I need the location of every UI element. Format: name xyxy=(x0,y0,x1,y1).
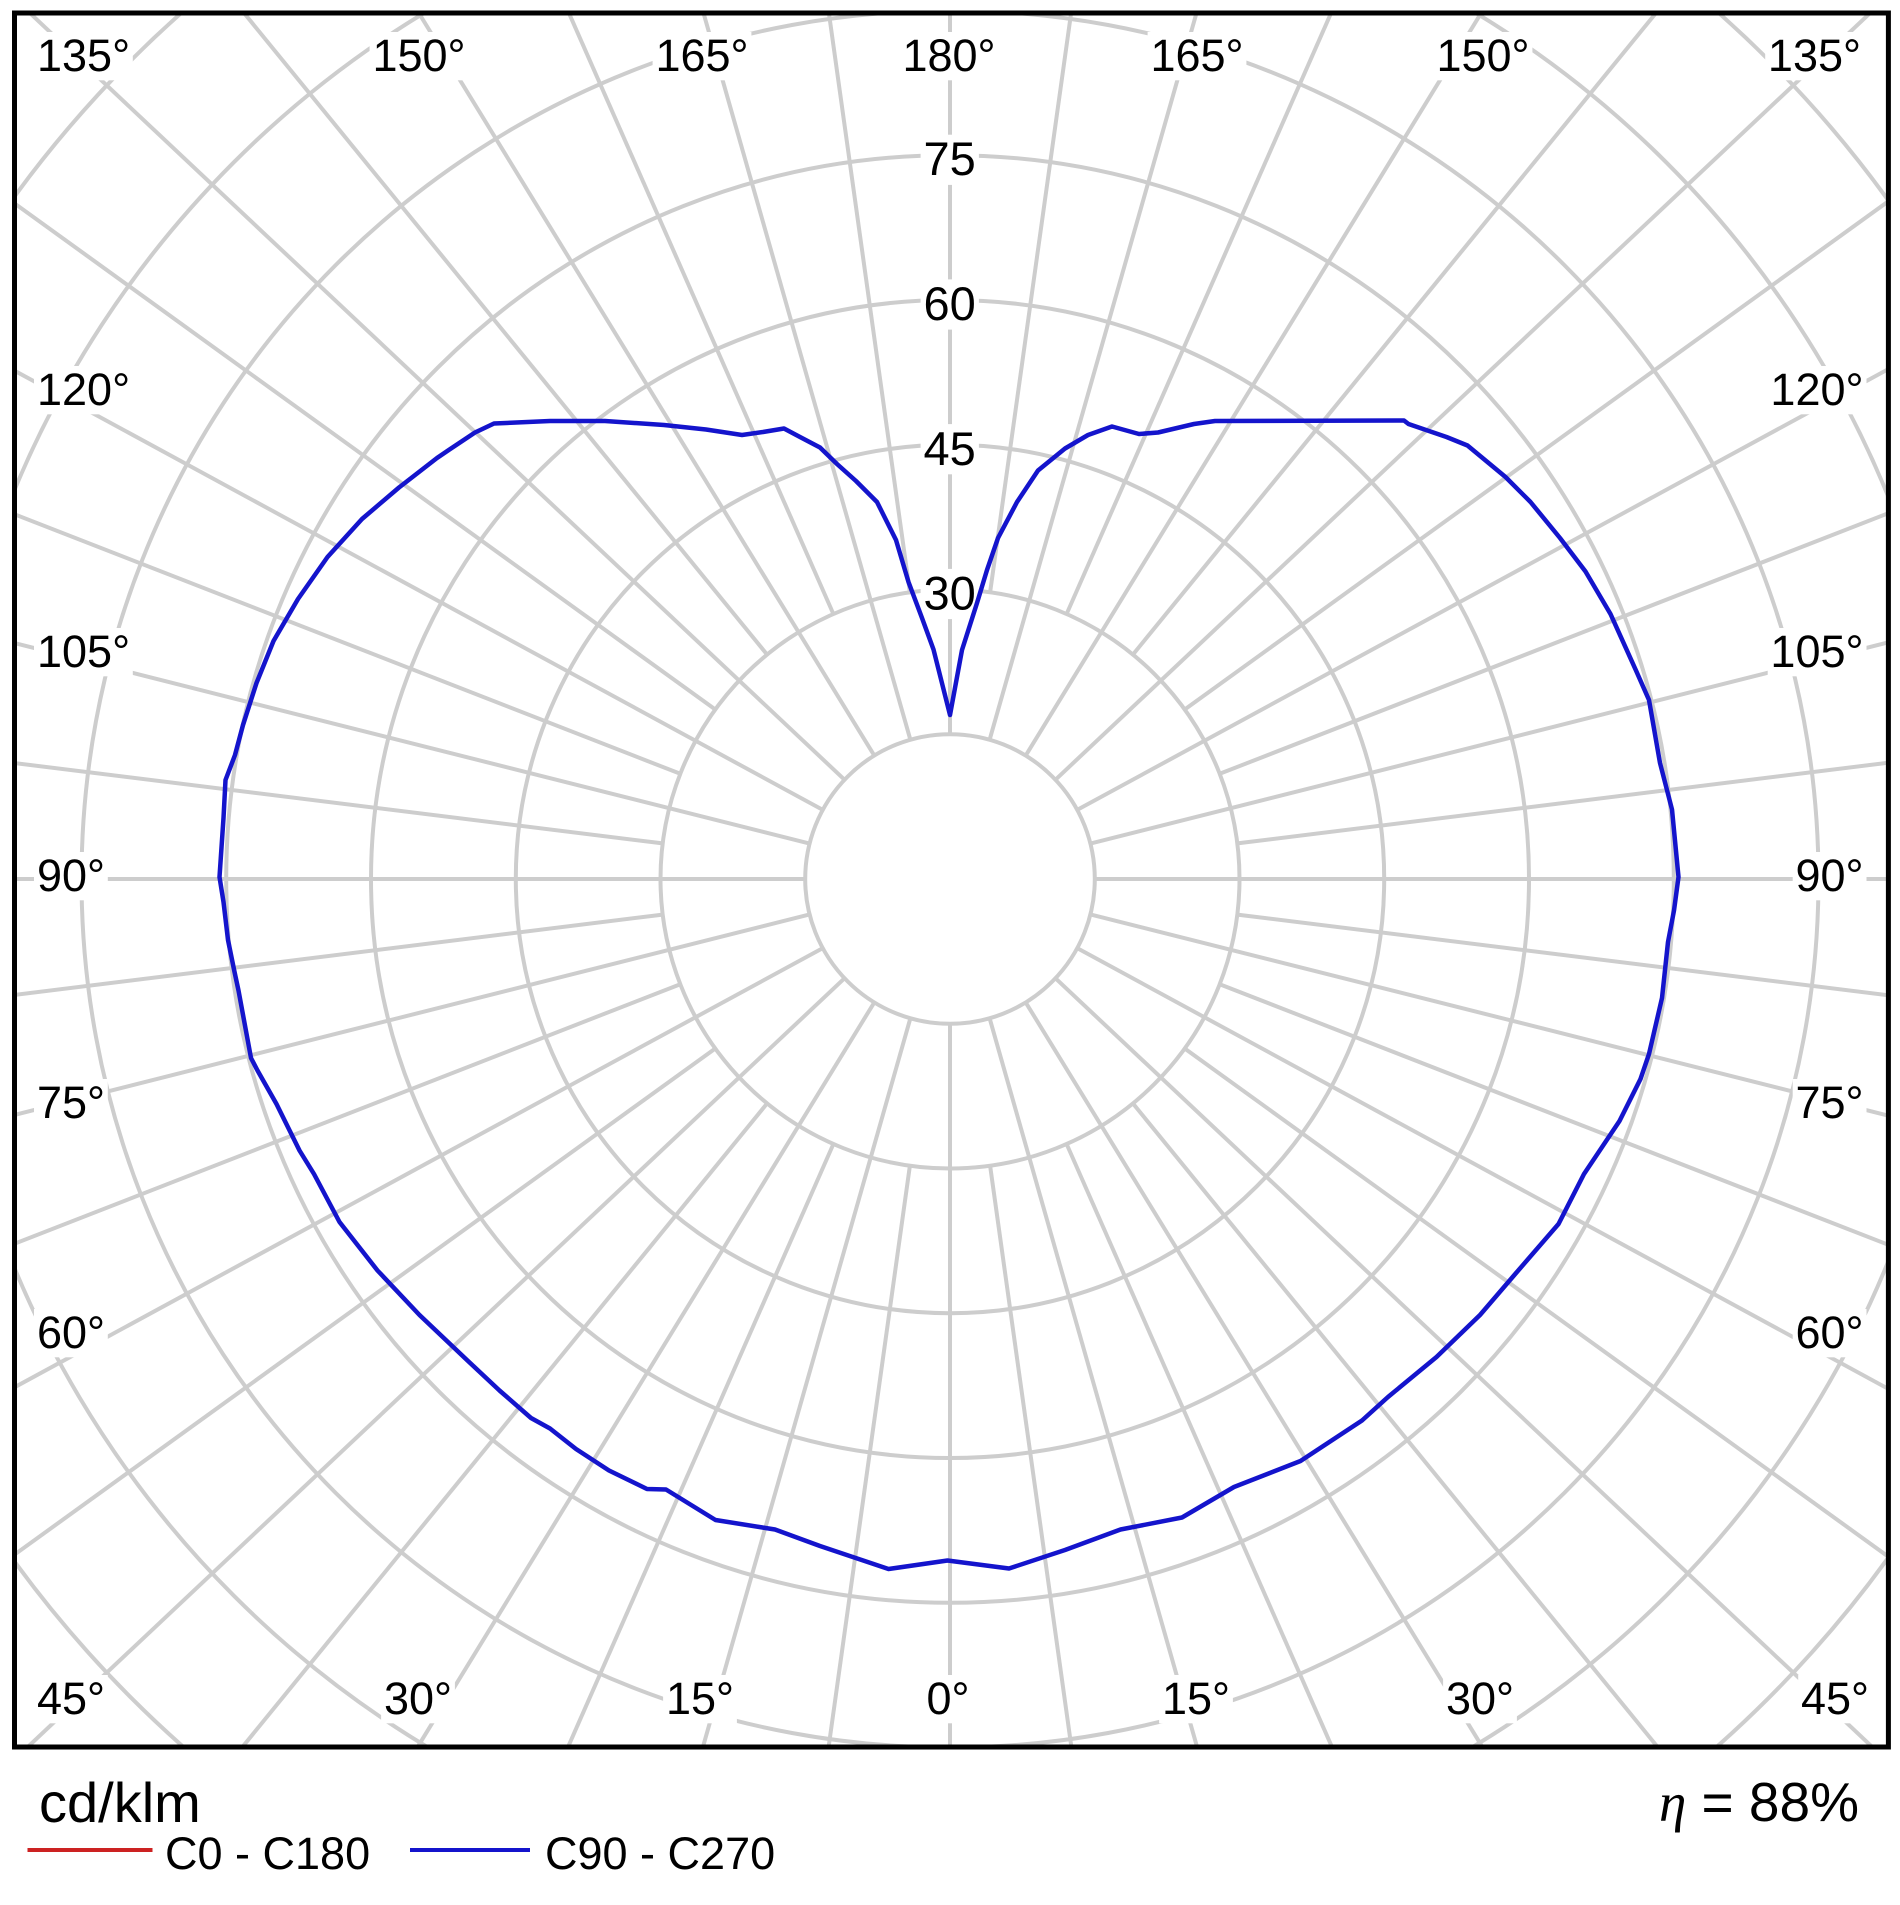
svg-text:0°: 0° xyxy=(926,1673,969,1724)
svg-text:45°: 45° xyxy=(37,1673,105,1724)
svg-text:45: 45 xyxy=(924,422,976,475)
svg-text:105°: 105° xyxy=(1770,626,1863,677)
svg-text:90°: 90° xyxy=(37,850,105,901)
svg-text:30: 30 xyxy=(924,567,976,620)
svg-text:165°: 165° xyxy=(655,30,748,81)
svg-text:C0 - C180: C0 - C180 xyxy=(165,1828,370,1879)
svg-text:15°: 15° xyxy=(666,1673,734,1724)
svg-text:15°: 15° xyxy=(1162,1673,1230,1724)
svg-text:60°: 60° xyxy=(37,1307,105,1358)
svg-text:150°: 150° xyxy=(372,30,465,81)
svg-text:η = 88%: η = 88% xyxy=(1659,1771,1859,1833)
svg-text:60: 60 xyxy=(924,277,976,330)
svg-text:75°: 75° xyxy=(37,1077,105,1128)
svg-text:165°: 165° xyxy=(1150,30,1243,81)
svg-text:180°: 180° xyxy=(902,30,995,81)
svg-text:75°: 75° xyxy=(1795,1077,1863,1128)
svg-text:135°: 135° xyxy=(1768,30,1861,81)
svg-text:cd/klm: cd/klm xyxy=(39,1771,201,1834)
svg-text:45°: 45° xyxy=(1801,1673,1869,1724)
svg-text:90°: 90° xyxy=(1795,850,1863,901)
svg-text:105°: 105° xyxy=(37,626,130,677)
svg-text:30°: 30° xyxy=(384,1673,452,1724)
svg-text:150°: 150° xyxy=(1436,30,1529,81)
svg-text:30°: 30° xyxy=(1446,1673,1514,1724)
svg-text:C90 - C270: C90 - C270 xyxy=(545,1828,775,1879)
svg-text:60°: 60° xyxy=(1795,1307,1863,1358)
svg-text:120°: 120° xyxy=(37,364,130,415)
svg-text:75: 75 xyxy=(924,132,976,185)
svg-text:120°: 120° xyxy=(1770,364,1863,415)
svg-text:135°: 135° xyxy=(37,30,130,81)
